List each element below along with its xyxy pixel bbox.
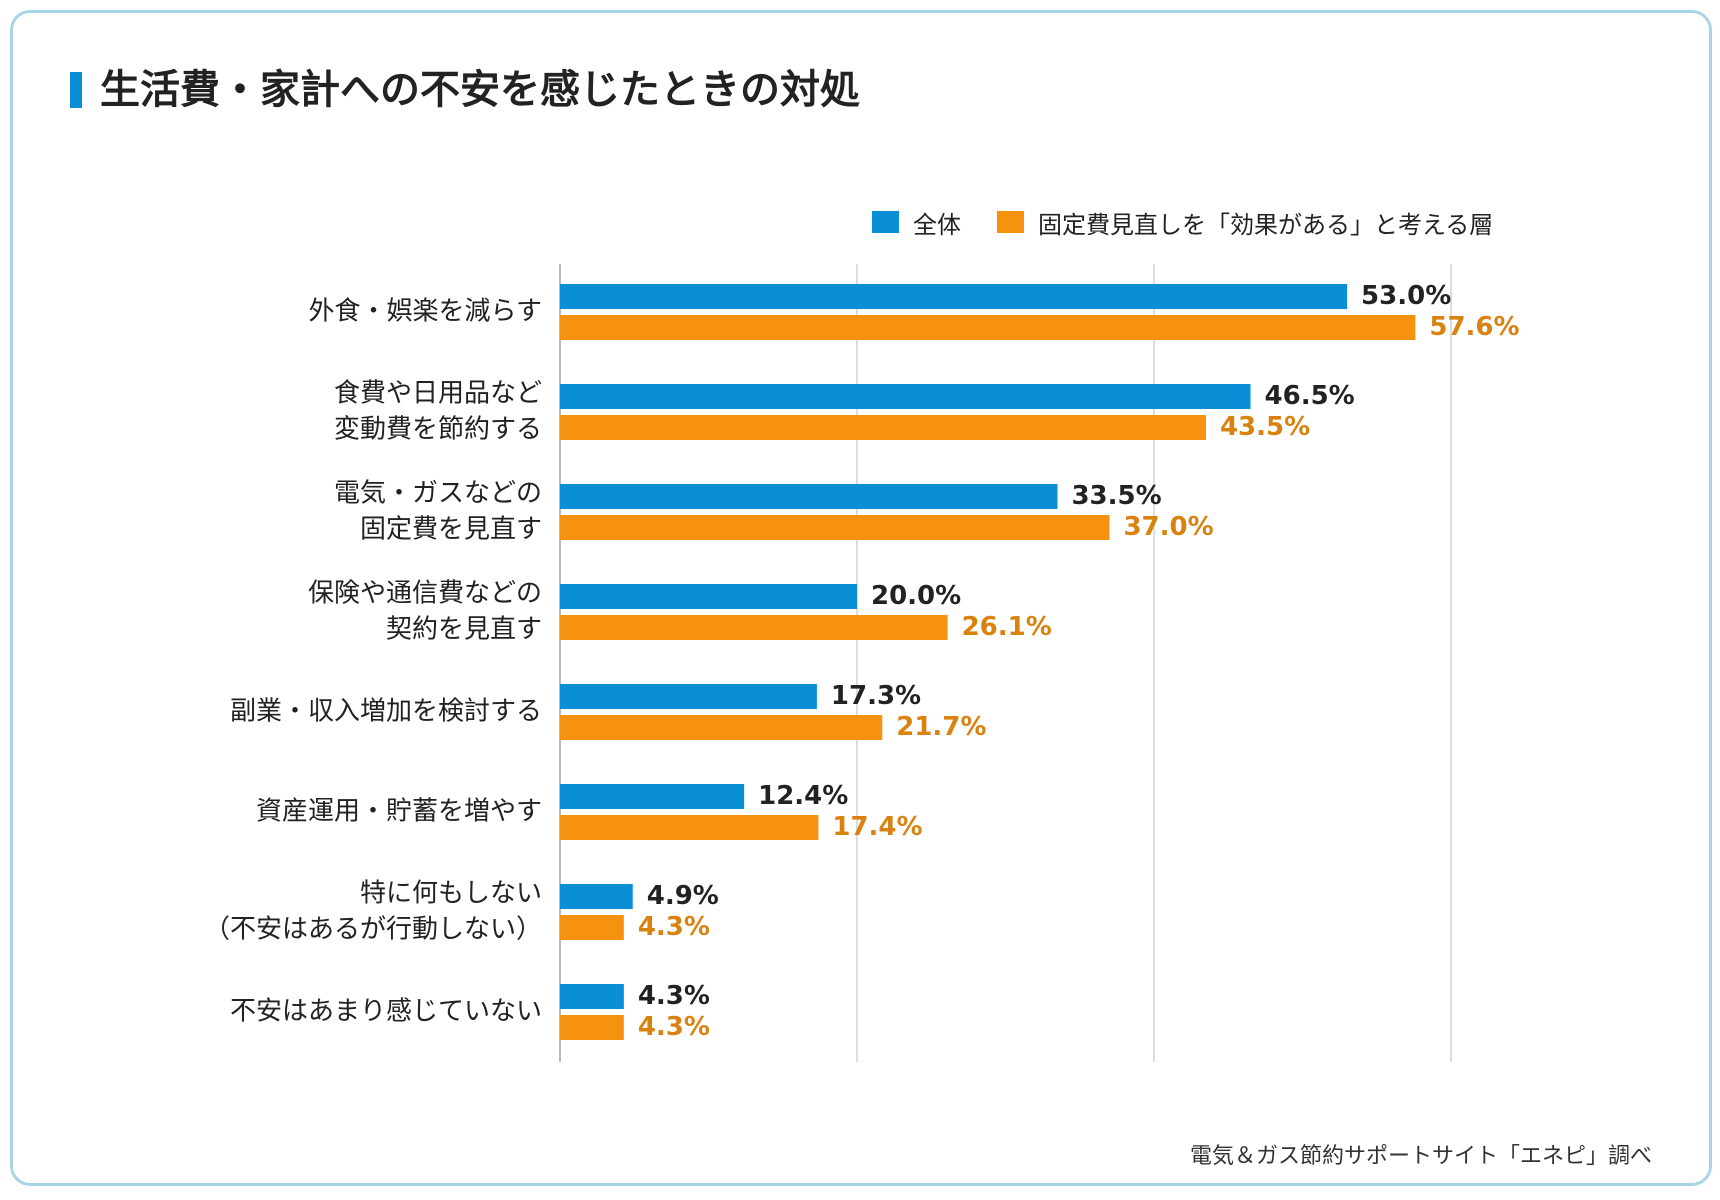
data-label-fixed-5: 17.4% bbox=[832, 812, 922, 842]
category-label-1-1: 変動費を節約する bbox=[334, 415, 542, 445]
bar-all-0 bbox=[560, 284, 1348, 309]
legend: 全体 固定費見直しを「効果がある」と考える層 bbox=[872, 204, 1529, 240]
category-label-7-0: 不安はあまり感じていない bbox=[230, 997, 542, 1027]
bar-fixed-5 bbox=[560, 815, 819, 840]
category-label-5-0: 資産運用・貯蓄を増やす bbox=[256, 797, 542, 827]
category-label-3-0: 保険や通信費などの bbox=[308, 579, 542, 609]
data-label-fixed-1: 43.5% bbox=[1220, 412, 1310, 442]
title-accent-bar bbox=[70, 72, 82, 108]
bar-all-5 bbox=[560, 784, 745, 809]
bar-all-6 bbox=[560, 884, 633, 909]
bar-fixed-0 bbox=[560, 315, 1416, 340]
data-label-all-7: 4.3% bbox=[638, 981, 710, 1011]
category-label-1-0: 食費や日用品など bbox=[334, 379, 542, 409]
category-label-3-1: 契約を見直す bbox=[386, 615, 542, 645]
data-label-fixed-0: 57.6% bbox=[1429, 312, 1519, 342]
bar-all-1 bbox=[560, 384, 1251, 409]
bar-fixed-4 bbox=[560, 715, 883, 740]
data-label-fixed-6: 4.3% bbox=[638, 912, 710, 942]
bar-fixed-3 bbox=[560, 615, 948, 640]
bar-fixed-2 bbox=[560, 515, 1110, 540]
category-label-4-0: 副業・収入増加を検討する bbox=[230, 697, 542, 727]
legend-item-fixed: 固定費見直しを「効果がある」と考える層 bbox=[997, 205, 1493, 240]
bar-fixed-6 bbox=[560, 915, 624, 940]
chart-frame bbox=[10, 10, 1712, 1186]
bar-all-2 bbox=[560, 484, 1058, 509]
bar-fixed-7 bbox=[560, 1015, 624, 1040]
data-label-fixed-3: 26.1% bbox=[962, 612, 1052, 642]
category-label-6-0: 特に何もしない bbox=[360, 879, 542, 909]
bar-all-3 bbox=[560, 584, 857, 609]
legend-label-all: 全体 bbox=[913, 210, 961, 239]
data-label-fixed-7: 4.3% bbox=[638, 1012, 710, 1042]
data-label-all-6: 4.9% bbox=[647, 881, 719, 911]
category-label-2-0: 電気・ガスなどの bbox=[334, 479, 542, 509]
chart-title: 生活費・家計への不安を感じたときの対処 bbox=[100, 67, 860, 113]
data-label-fixed-4: 21.7% bbox=[896, 712, 986, 742]
data-label-all-4: 17.3% bbox=[831, 681, 921, 711]
source-note: 電気＆ガス節約サポートサイト「エネピ」調べ bbox=[1189, 1144, 1652, 1169]
category-label-6-1: （不安はあるが行動しない） bbox=[204, 915, 542, 945]
category-label-0-0: 外食・娯楽を減らす bbox=[309, 297, 542, 327]
bar-fixed-1 bbox=[560, 415, 1206, 440]
bar-all-7 bbox=[560, 984, 624, 1009]
legend-swatch-all bbox=[872, 211, 899, 233]
bar-all-4 bbox=[560, 684, 817, 709]
legend-label-fixed: 固定費見直しを「効果がある」と考える層 bbox=[1038, 210, 1494, 239]
category-label-2-1: 固定費を見直す bbox=[360, 515, 542, 545]
data-label-all-3: 20.0% bbox=[871, 581, 961, 611]
data-label-all-0: 53.0% bbox=[1361, 281, 1451, 311]
data-label-all-1: 46.5% bbox=[1265, 381, 1355, 411]
data-label-fixed-2: 37.0% bbox=[1123, 512, 1213, 542]
data-label-all-5: 12.4% bbox=[758, 781, 848, 811]
legend-swatch-fixed bbox=[997, 211, 1024, 233]
data-label-all-2: 33.5% bbox=[1071, 481, 1161, 511]
legend-item-all: 全体 bbox=[872, 205, 961, 240]
